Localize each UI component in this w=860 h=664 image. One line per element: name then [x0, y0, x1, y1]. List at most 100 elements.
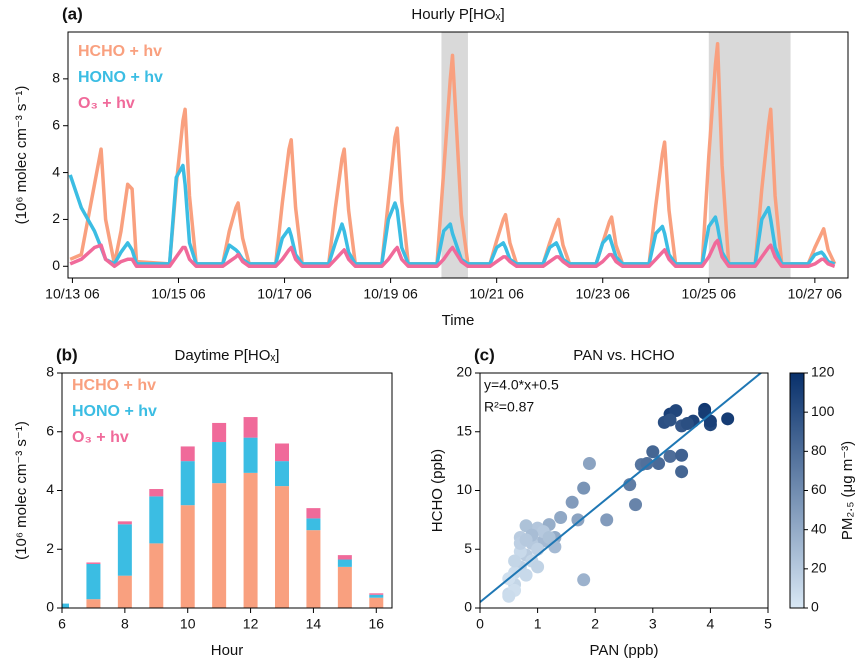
- scatter-point: [542, 531, 556, 544]
- x-tick-label: 10/27 06: [788, 286, 843, 302]
- scatter-point: [508, 554, 522, 568]
- scatter-point: [565, 495, 579, 509]
- x-tick-label: 2: [591, 616, 599, 632]
- scatter-point: [548, 540, 562, 554]
- scatter-point: [531, 542, 545, 556]
- colorbar-tick-label: 100: [811, 403, 835, 419]
- scatter-point: [629, 498, 643, 512]
- series-line: [69, 238, 836, 269]
- scatter-point: [640, 456, 654, 470]
- y-tick-label: 15: [456, 422, 472, 438]
- y-axis-label: (10⁶ molec cm⁻³ s⁻¹): [13, 421, 30, 560]
- scatter-point: [721, 412, 735, 426]
- x-tick-label: 10/25 06: [682, 286, 737, 302]
- legend-entry: O₃ + hv: [78, 95, 135, 112]
- x-tick-label: 16: [368, 616, 384, 632]
- axes-frame: [479, 372, 769, 609]
- bar-segment: [275, 443, 289, 462]
- y-tick-label: 0: [46, 599, 54, 615]
- series-line: [68, 163, 836, 266]
- bar-segment: [337, 555, 352, 560]
- bar-segment: [306, 530, 321, 608]
- x-tick-label: 6: [58, 616, 66, 632]
- panel-label: (a): [62, 4, 83, 23]
- x-tick-label: 12: [243, 616, 259, 632]
- x-tick-label: 5: [764, 616, 772, 632]
- bar-segment: [149, 489, 164, 497]
- y-tick-label: 6: [46, 422, 54, 438]
- bar-segment: [86, 562, 101, 564]
- bar-segment: [86, 563, 101, 600]
- scatter-point: [554, 511, 568, 525]
- bar-segment: [180, 446, 195, 462]
- bar-segment: [243, 437, 258, 473]
- colorbar-tick-label: 0: [811, 599, 819, 615]
- legend-entry: HONO + hv: [72, 403, 157, 420]
- scatter-point: [669, 404, 683, 418]
- bar-segment: [86, 599, 101, 608]
- y-axis-label: (10⁶ molec cm⁻³ s⁻¹): [13, 86, 30, 225]
- bar-segment: [62, 603, 69, 608]
- scatter-point: [519, 568, 533, 582]
- y-tick-label: 4: [46, 481, 54, 497]
- axes-frame: [67, 31, 849, 279]
- colorbar-tick-label: 60: [811, 481, 827, 497]
- y-tick-label: 6: [52, 116, 60, 132]
- series-line: [69, 41, 837, 266]
- fit-equation: y=4.0*x+0.5: [484, 377, 559, 393]
- y-tick-label: 5: [464, 540, 472, 556]
- x-tick-label: 10/19 06: [363, 286, 418, 302]
- scatter-point: [646, 445, 660, 459]
- x-tick-label: 1: [534, 616, 542, 632]
- legend-entry: O₃ + hv: [72, 429, 129, 446]
- y-tick-label: 8: [46, 364, 54, 380]
- y-tick-label: 4: [52, 163, 60, 179]
- colorbar-tick-label: 120: [811, 364, 835, 380]
- scatter-point: [698, 406, 712, 420]
- y-tick-label: 0: [464, 599, 472, 615]
- legend-entry: HCHO + hv: [72, 377, 156, 394]
- x-tick-label: 14: [306, 616, 322, 632]
- chart-title: PAN vs. HCHO: [573, 347, 674, 364]
- bar-segment: [275, 486, 289, 608]
- scatter-point: [519, 519, 533, 533]
- scatter-point: [675, 465, 689, 479]
- chart-title: Hourly P[HOₓ]: [411, 6, 504, 23]
- bar-segment: [306, 508, 321, 519]
- x-tick-label: 3: [649, 616, 657, 632]
- scatter-point: [663, 449, 677, 463]
- scatter-point: [582, 456, 596, 470]
- y-tick-label: 2: [46, 540, 54, 556]
- bar-segment: [180, 505, 195, 608]
- x-tick-label: 0: [476, 616, 484, 632]
- scatter-point: [577, 481, 591, 495]
- y-tick-label: 8: [52, 70, 60, 86]
- legend-entry: HCHO + hv: [78, 43, 162, 60]
- legend-entry: HONO + hv: [78, 69, 163, 86]
- fit-line: [480, 373, 763, 603]
- bar-segment: [149, 496, 164, 544]
- scatter-point: [663, 413, 677, 427]
- colorbar-tick-label: 40: [811, 520, 827, 536]
- y-tick-label: 2: [52, 210, 60, 226]
- colorbar-tick-label: 80: [811, 442, 827, 458]
- panel-label: (c): [474, 345, 495, 364]
- bar-segment: [306, 518, 321, 531]
- scatter-point: [600, 513, 614, 527]
- chart-title: Daytime P[HOₓ]: [175, 347, 280, 364]
- bar-segment: [337, 566, 352, 608]
- bar-segment: [369, 594, 384, 598]
- x-axis-label: Hour: [211, 642, 244, 659]
- scatter-point: [577, 573, 591, 587]
- x-tick-label: 10/23 06: [575, 286, 630, 302]
- bar-segment: [212, 483, 227, 608]
- x-tick-label: 10/17 06: [257, 286, 312, 302]
- bar-segment: [369, 593, 384, 595]
- y-tick-label: 0: [52, 257, 60, 273]
- axes-frame: [61, 372, 393, 609]
- bar-segment: [180, 461, 195, 506]
- scatter-point: [675, 448, 689, 462]
- panel-label: (b): [56, 345, 78, 364]
- bar-segment: [243, 472, 258, 608]
